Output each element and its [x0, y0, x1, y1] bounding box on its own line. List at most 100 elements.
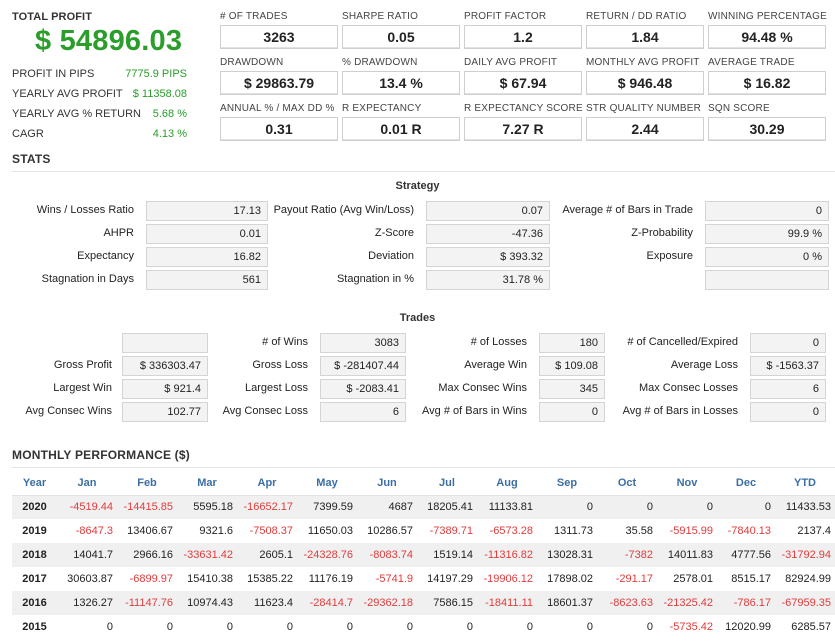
month-value-cell: -29362.18	[357, 591, 417, 615]
metric-daily-avg-profit: DAILY AVG PROFIT $ 67.94	[464, 57, 582, 95]
metric-r-expectancy: R EXPECTANCY 0.01 R	[342, 103, 460, 141]
trades-label: Average Win	[464, 359, 527, 371]
month-value-cell: -5735.42	[669, 621, 713, 633]
column-header[interactable]: Nov	[657, 471, 717, 496]
column-header[interactable]: YTD	[775, 471, 835, 496]
trades-value: $ 336303.47	[122, 356, 208, 376]
trades-title: Trades	[399, 312, 436, 324]
metric-label: RETURN / DD RATIO	[586, 11, 687, 22]
column-header[interactable]: Jan	[57, 471, 117, 496]
month-value-cell: -786.17	[717, 591, 775, 615]
month-value-cell: 0	[166, 621, 173, 633]
strategy-value: 16.82	[146, 247, 268, 267]
summary-stat-label: CAGR	[12, 128, 44, 140]
metric-trades: # OF TRADES 3263	[220, 11, 338, 49]
total-profit-value: $ 54896.03	[35, 25, 183, 57]
strategy-label: AHPR	[103, 227, 134, 239]
month-value-cell: -67959.35	[775, 591, 835, 615]
column-header[interactable]: Apr	[237, 471, 297, 496]
monthly-section-title: MONTHLY PERFORMANCE ($)	[12, 448, 190, 462]
trades-value: $ -1563.37	[750, 356, 826, 376]
month-value-cell: -14415.85	[117, 495, 177, 519]
month-value-cell: 0	[286, 621, 293, 633]
month-value-cell: -31792.94	[775, 543, 835, 567]
metric-label: MONTHLY AVG PROFIT	[586, 57, 700, 68]
metric-label: SHARPE RATIO	[342, 11, 419, 22]
metric-monthly-avg-profit: MONTHLY AVG PROFIT $ 946.48	[586, 57, 704, 95]
trades-label: Gross Profit	[53, 359, 112, 371]
month-value-cell: -8647.3	[75, 525, 113, 537]
month-value-cell: 30603.87	[67, 573, 113, 585]
table-row: 2015 0 0 0 0 0 0 0 0 0 0 -5735.42 12020.99 6285.57	[12, 615, 835, 639]
metric-value: $ 67.94	[464, 71, 582, 95]
month-value-cell: 8515.17	[731, 573, 771, 585]
month-value-cell: -8083.74	[357, 543, 417, 567]
column-header[interactable]: Year	[12, 471, 57, 496]
metric-value: $ 16.82	[708, 71, 826, 95]
column-header[interactable]: May	[297, 471, 357, 496]
trades-value: 6	[750, 379, 826, 399]
strategy-label: Deviation	[368, 250, 414, 262]
strategy-value	[705, 270, 829, 290]
stats-divider	[12, 171, 835, 172]
column-header[interactable]: Jun	[357, 471, 417, 496]
month-value-cell: 0	[106, 621, 113, 633]
metric-label: STR QUALITY NUMBER	[586, 103, 702, 114]
month-value-cell: 11433.53	[775, 495, 835, 519]
metric-label: # OF TRADES	[220, 11, 288, 22]
column-header[interactable]: Sep	[537, 471, 597, 496]
summary-stat-label: YEARLY AVG PROFIT	[12, 88, 123, 100]
trades-value: $ -281407.44	[320, 356, 406, 376]
trades-label: Avg Consec Loss	[222, 405, 308, 417]
month-value-cell: 11133.81	[477, 495, 537, 519]
strategy-value: 0.07	[426, 201, 550, 221]
month-value-cell: 1326.27	[57, 591, 117, 615]
month-value-cell: -4519.44	[57, 495, 117, 519]
metric-value: 3263	[220, 25, 338, 49]
trades-label: Avg # of Bars in Wins	[422, 405, 527, 417]
metric-winning-percentage: WINNING PERCENTAGE 94.48 %	[708, 11, 827, 49]
column-header[interactable]: Mar	[177, 471, 237, 496]
month-value-cell: 15410.38	[187, 573, 233, 585]
month-value-cell: 18205.41	[417, 495, 477, 519]
trades-value: $ -2083.41	[320, 379, 406, 399]
month-value-cell: 0	[586, 621, 593, 633]
metric-label: R EXPECTANCY SCORE	[464, 103, 583, 114]
column-header[interactable]: Jul	[417, 471, 477, 496]
metric-value: $ 29863.79	[220, 71, 338, 95]
metric-value: 1.2	[464, 25, 582, 49]
metric-value: 0.05	[342, 25, 460, 49]
metric-label: WINNING PERCENTAGE	[708, 11, 827, 22]
month-value-cell: 1519.14	[417, 543, 477, 567]
strategy-value: 0 %	[705, 247, 829, 267]
trades-label: Gross Loss	[252, 359, 308, 371]
column-header[interactable]: Dec	[717, 471, 775, 496]
metric-drawdown: DRAWDOWN $ 29863.79	[220, 57, 338, 95]
column-header[interactable]: Oct	[597, 471, 657, 496]
metric-value: 0.31	[220, 117, 338, 141]
trades-value: 0	[750, 333, 826, 353]
trades-label: Largest Win	[53, 382, 112, 394]
summary-stat-label: YEARLY AVG % RETURN	[12, 108, 141, 120]
strategy-value: 17.13	[146, 201, 268, 221]
month-value-cell: 7399.59	[297, 495, 357, 519]
trades-label: # of Cancelled/Expired	[627, 336, 738, 348]
table-body: 2020 -4519.44 -14415.85 5595.18 -16652.17 739…	[12, 495, 835, 639]
summary-stat-value: 4.13 %	[152, 128, 187, 140]
total-profit-label: TOTAL PROFIT	[12, 11, 93, 23]
metric-label: AVERAGE TRADE	[708, 57, 795, 68]
month-value-cell: -19906.12	[483, 573, 533, 585]
strategy-value: 0	[705, 201, 829, 221]
month-value-cell: 0	[597, 495, 657, 519]
strategy-label: Payout Ratio (Avg Win/Loss)	[273, 204, 414, 216]
column-header[interactable]: Aug	[477, 471, 537, 496]
month-value-cell: 2605.1	[237, 543, 297, 567]
strategy-label: Average # of Bars in Trade	[562, 204, 693, 216]
month-value-cell: -5915.99	[669, 525, 713, 537]
month-value-cell: 2966.16	[117, 543, 177, 567]
strategy-label: Z-Score	[374, 227, 414, 239]
strategy-value: 99.9 %	[705, 224, 829, 244]
column-header[interactable]: Feb	[117, 471, 177, 496]
trades-value	[122, 333, 208, 353]
year-cell: 2016	[12, 591, 57, 615]
